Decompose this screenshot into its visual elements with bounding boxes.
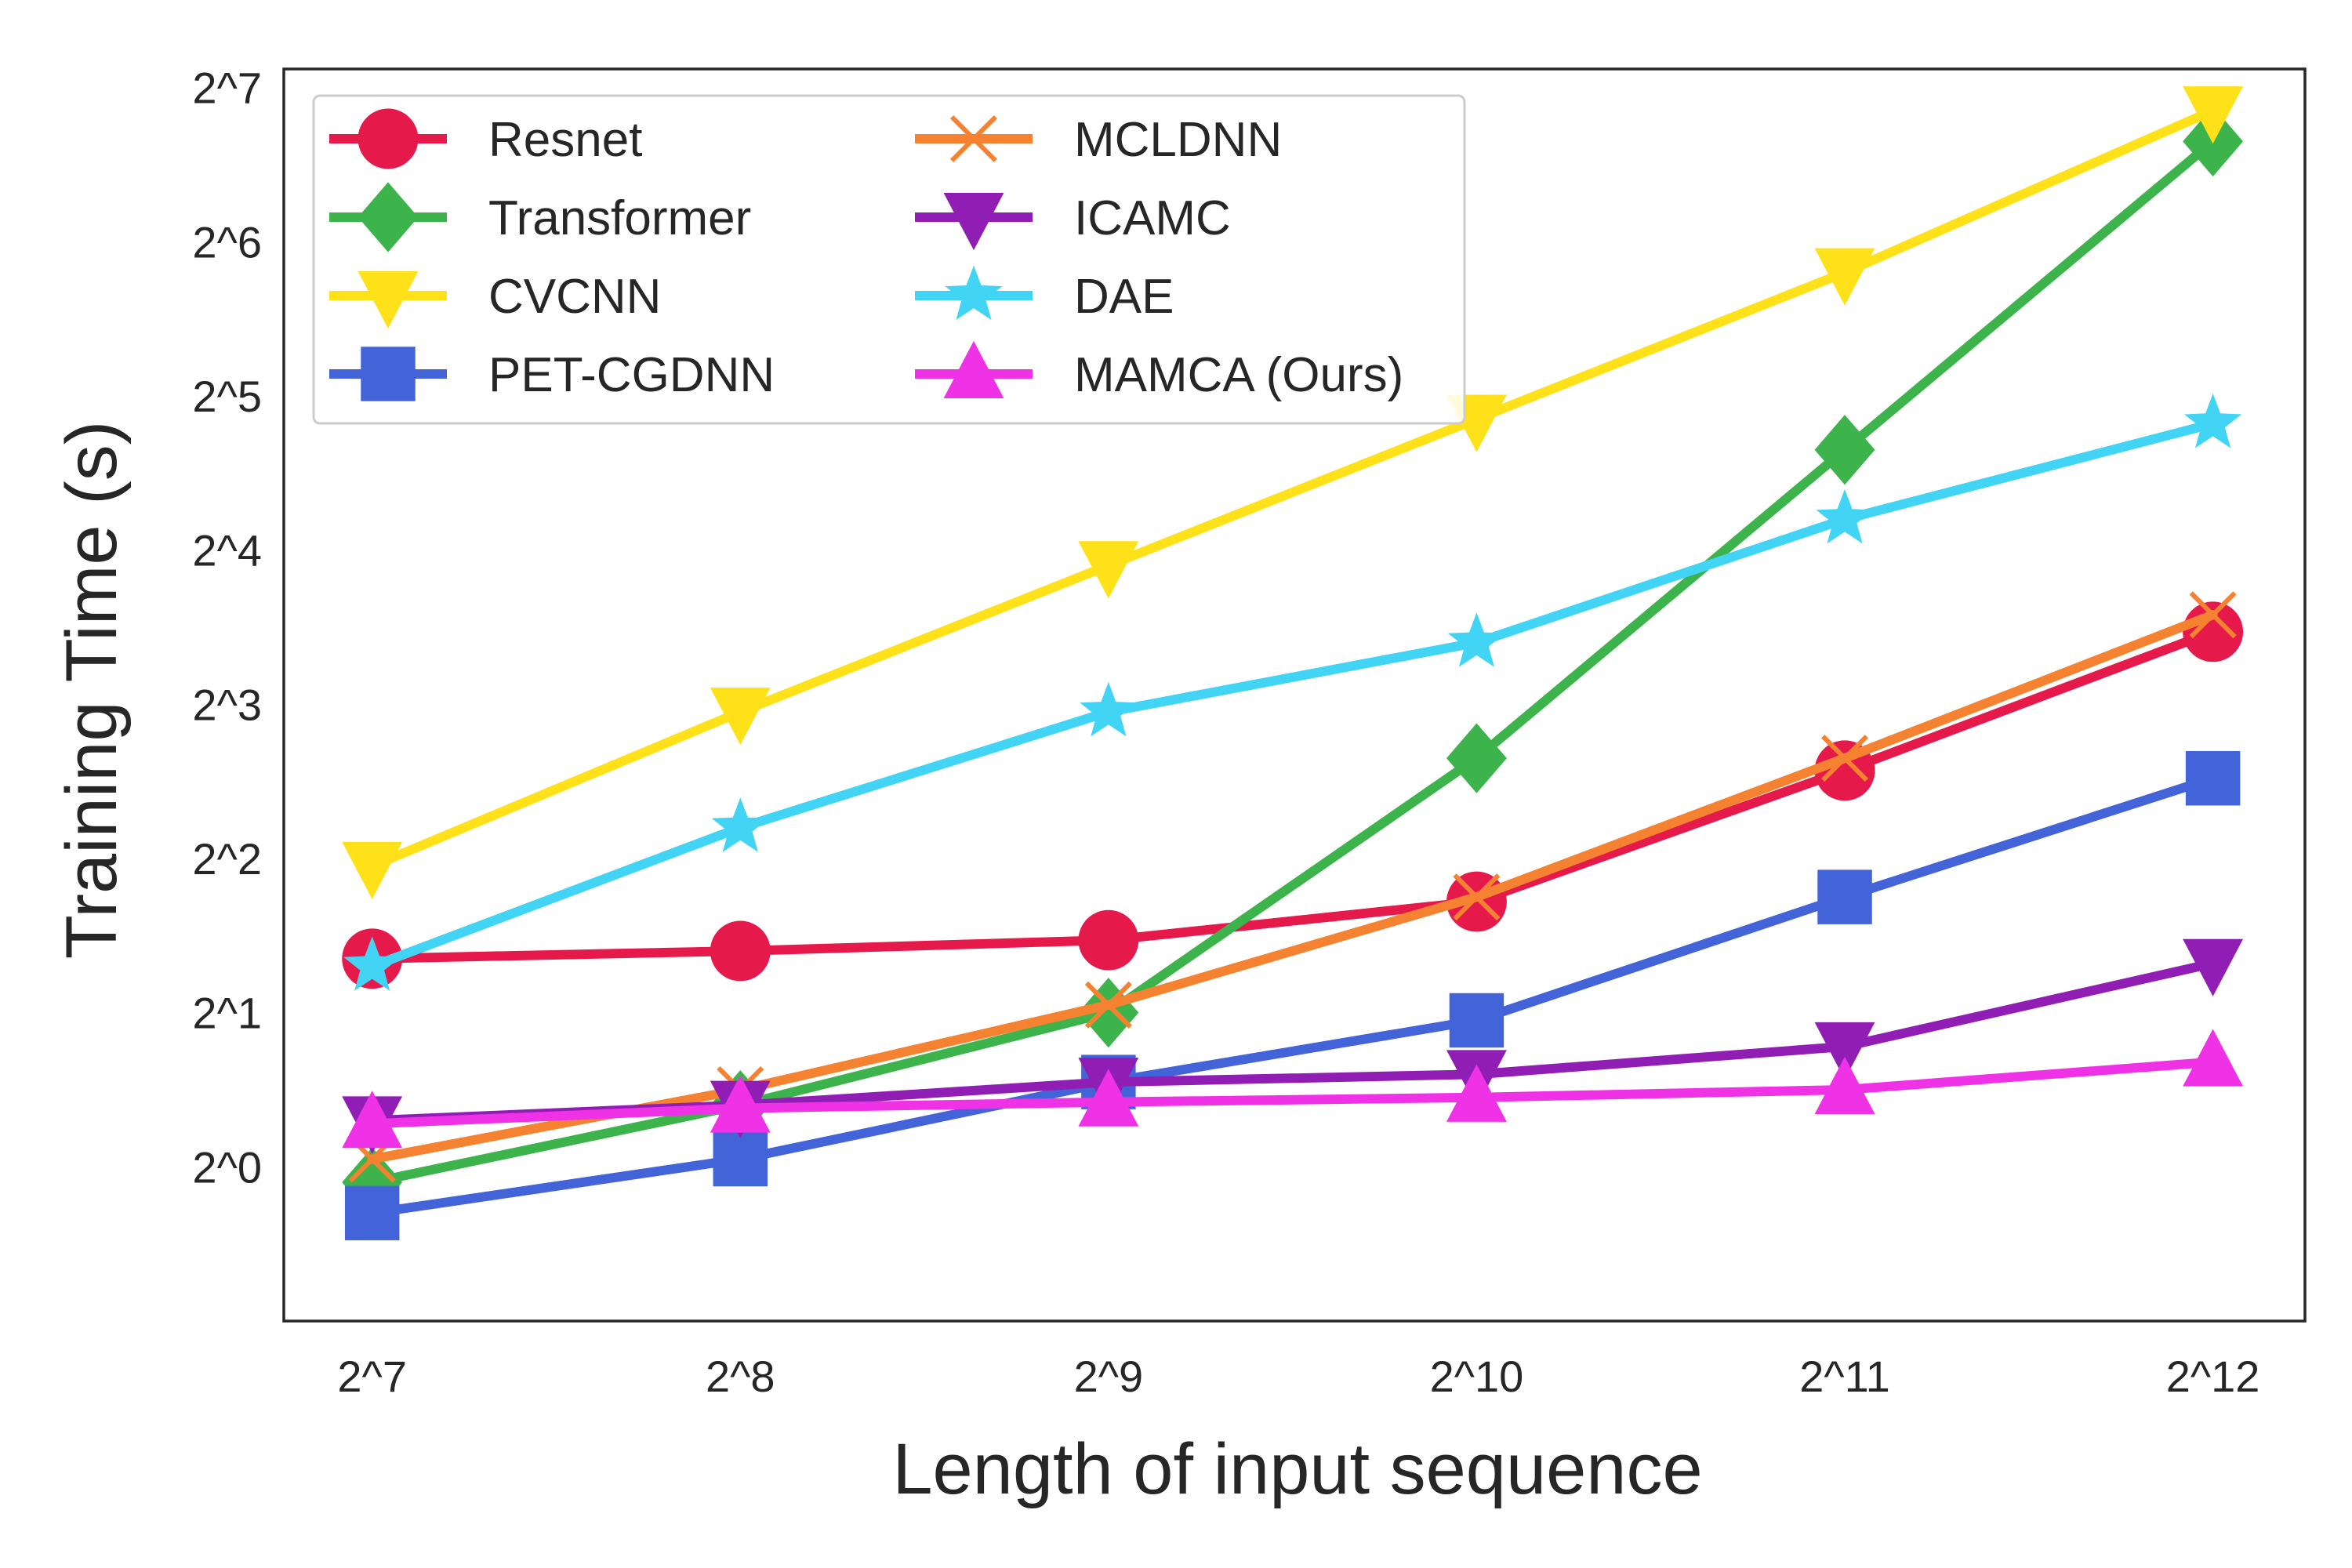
y-tick-label: 2^2: [192, 834, 262, 884]
legend-marker: [358, 108, 419, 169]
data-point: [342, 841, 403, 899]
x-axis: 2^7 2^8 2^9 2^10 2^11 2^12: [337, 1352, 2259, 1401]
y-tick-label: 2^1: [192, 989, 262, 1038]
data-point: [710, 920, 771, 982]
data-point: [710, 1075, 771, 1133]
legend-label: DAE: [1074, 270, 1174, 324]
data-point: [1449, 993, 1504, 1048]
x-tick-label: 2^11: [1799, 1352, 1890, 1401]
y-tick-label: 2^4: [192, 526, 262, 575]
legend-entry: CVCNN: [329, 270, 661, 329]
data-point: [713, 1131, 768, 1187]
legend-entry: MAMCA (Ours): [915, 340, 1403, 402]
legend-entry: MCLDNN: [915, 113, 1282, 167]
data-point: [1446, 723, 1507, 793]
data-point: [1814, 1056, 1875, 1114]
data-point: [2183, 86, 2244, 144]
legend-entry: Transformer: [329, 182, 751, 252]
legend-marker: [358, 182, 419, 252]
x-tick-label: 2^7: [337, 1352, 407, 1401]
y-tick-label: 2^5: [192, 372, 262, 421]
legend-box: [312, 94, 1466, 425]
data-point: [711, 797, 769, 852]
data-point: [1814, 415, 1875, 485]
series-line: [367, 136, 2218, 1187]
legend-label: Transformer: [488, 191, 751, 245]
series-line: [367, 773, 2218, 1218]
legend-entry: DAE: [915, 265, 1174, 324]
data-point: [1814, 248, 1875, 306]
data-point: [1080, 681, 1138, 737]
y-tick-label: 2^7: [192, 64, 262, 113]
series-line: [367, 1057, 2218, 1129]
data-point: [710, 688, 771, 746]
data-point: [342, 1091, 403, 1149]
series-line: [367, 610, 2218, 1164]
plot-area: [342, 86, 2244, 1241]
data-point: [2183, 1029, 2244, 1087]
y-axis-label: Training Time (s): [52, 421, 132, 960]
data-point: [1446, 1064, 1507, 1122]
legend-entry: Resnet: [329, 108, 642, 169]
data-point: [2183, 938, 2244, 996]
x-tick-label: 2^12: [2166, 1352, 2260, 1401]
legend-entry: ICAMC: [915, 191, 1231, 251]
legend-label: CVCNN: [488, 270, 661, 324]
legend-marker: [943, 340, 1004, 398]
series-pet-cgdnn: [344, 750, 2241, 1241]
series-line: [367, 106, 2218, 871]
data-point: [2185, 750, 2241, 806]
y-tick-label: 2^0: [192, 1142, 262, 1192]
legend-label: Resnet: [488, 113, 642, 167]
legend-label: ICAMC: [1074, 191, 1231, 245]
data-point: [1078, 978, 1139, 1048]
data-point: [1820, 735, 1869, 782]
x-tick-label: 2^8: [706, 1352, 775, 1401]
data-point: [344, 1185, 400, 1241]
series-line: [367, 626, 2218, 964]
y-axis: 2^0 2^1 2^2 2^3 2^4 2^5 2^6 2^7: [192, 64, 262, 1192]
legend-entry: PET-CGDNN: [329, 347, 775, 402]
series-icamc: [342, 938, 2244, 1154]
data-point: [1817, 869, 1872, 924]
data-point: [1084, 981, 1132, 1029]
data-point: [1814, 1022, 1875, 1080]
data-point: [1078, 1069, 1139, 1127]
data-point: [1078, 909, 1139, 971]
data-point: [1078, 541, 1139, 599]
x-axis-label: Length of input sequence: [892, 1429, 1702, 1509]
x-tick-label: 2^9: [1074, 1352, 1144, 1401]
legend-label: MAMCA (Ours): [1074, 348, 1403, 402]
y-tick-label: 2^6: [192, 217, 262, 267]
x-tick-label: 2^10: [1430, 1352, 1524, 1401]
data-point: [1447, 612, 1505, 667]
legend: Resnet Transformer CVCNN PET-CGDNN MCLDNN ICA…: [312, 94, 1466, 425]
plot-frame: [282, 67, 2307, 1323]
data-point: [2189, 591, 2237, 639]
series-dae: [343, 393, 2242, 991]
data-point: [342, 1147, 403, 1218]
legend-marker: [945, 265, 1003, 321]
series-resnet: [342, 601, 2244, 989]
legend-marker: [358, 271, 419, 329]
data-point: [1816, 488, 1874, 544]
legend-marker: [943, 193, 1004, 251]
legend-marker: [361, 347, 416, 401]
data-point: [343, 936, 401, 991]
data-point: [2184, 393, 2242, 448]
y-tick-label: 2^3: [192, 680, 262, 729]
legend-label: MCLDNN: [1074, 113, 1282, 167]
data-point: [1453, 873, 1501, 921]
legend-label: PET-CGDNN: [488, 348, 775, 402]
series-line: [367, 419, 2218, 971]
legend-marker: [949, 114, 998, 163]
series-mamca-ours: [342, 1029, 2244, 1149]
